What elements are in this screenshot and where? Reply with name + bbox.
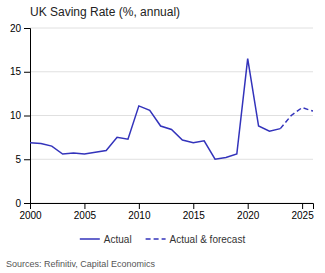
x-tick-label: 2000 [19,210,42,221]
x-tick: 2010 [128,203,151,221]
x-tick-mark [248,203,249,209]
x-tick-mark [30,203,31,209]
x-tick-label: 2005 [74,210,97,221]
y-tick: 5 [15,154,30,165]
x-tick-label: 2010 [128,210,151,221]
lines [30,59,313,160]
x-tick-label: 2025 [291,210,314,221]
legend-item: Actual [80,234,132,245]
x-axis-line [31,204,314,210]
series-line [30,59,280,160]
x-tick-label: 2015 [183,210,206,221]
x-tick-mark [139,203,140,209]
x-axis: 2000 2005 2010 2015 2020 2025 [19,203,314,221]
y-tick-mark [24,159,30,160]
y-axis-line [24,29,31,204]
title: UK Saving Rate (%, annual) [30,5,180,19]
x-tick: 2000 [19,203,42,221]
grid-line [30,71,313,72]
legend-swatch [146,238,166,240]
y-tick: 10 [10,110,30,121]
x-tick-mark [84,203,85,209]
x-tick: 2025 [291,203,314,221]
y-tick-mark [24,72,30,73]
y-tick-label: 5 [15,154,21,165]
x-tick: 2020 [237,203,260,221]
y-tick-mark [24,203,30,204]
plot: 0 5 10 15 20 2000 2005 2010 2015 2020 2025 [10,23,314,221]
y-tick-mark [24,28,30,29]
y-axis: 0 5 10 15 20 [10,23,31,209]
series-line [280,108,313,129]
grid-line [30,115,313,116]
grid-line [30,28,313,29]
y-tick-label: 0 [15,198,21,209]
legend: Actual Actual & forecast [80,234,246,245]
y-tick-mark [24,116,30,117]
y-tick: 15 [10,66,30,77]
y-tick-label: 10 [10,110,22,121]
x-tick: 2015 [183,203,206,221]
grid-line [30,159,313,160]
y-tick-label: 20 [10,23,22,34]
x-tick-mark [193,203,194,209]
y-tick-label: 15 [10,66,22,77]
x-tick-label: 2020 [237,210,260,221]
legend-label: Actual & forecast [170,234,246,245]
legend-label: Actual [104,234,132,245]
grid [30,28,313,203]
legend-swatch [80,238,100,240]
y-tick: 0 [15,198,30,209]
legend-item: Actual & forecast [146,234,246,245]
annotation: Sources: Refinitiv, Capital Economics [6,259,155,269]
x-tick: 2005 [74,203,97,221]
y-tick: 20 [10,23,30,34]
chart: 0 5 10 15 20 2000 2005 2010 2015 2020 2025 UK Savin… [0,0,325,273]
x-tick-mark [302,203,303,209]
